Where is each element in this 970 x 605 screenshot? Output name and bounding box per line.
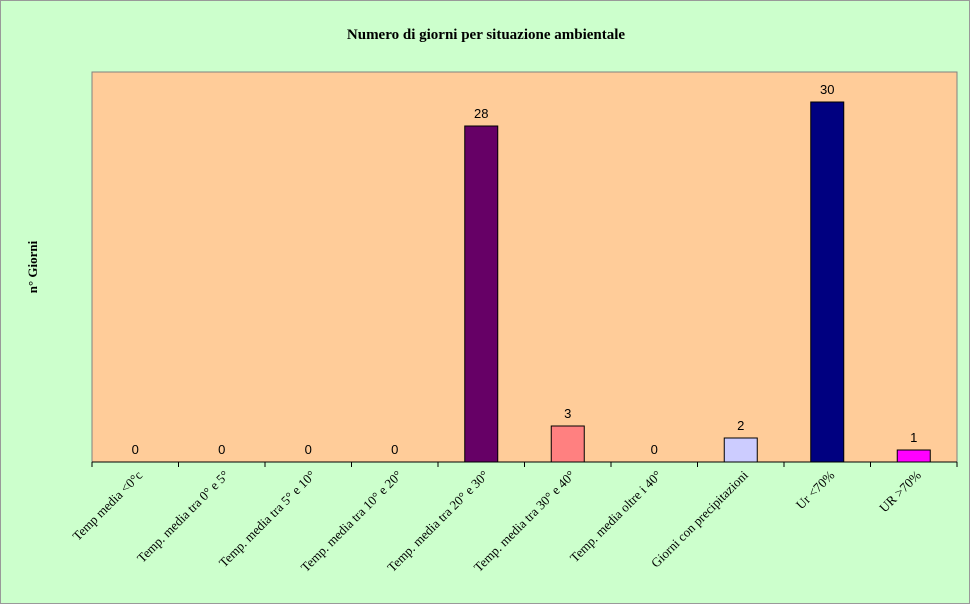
category-label: UR >70%	[876, 467, 924, 515]
data-label: 0	[651, 442, 658, 457]
data-label: 2	[737, 418, 744, 433]
bars-group	[464, 101, 931, 463]
data-label: 28	[474, 106, 488, 121]
data-label: 0	[391, 442, 398, 457]
data-label: 0	[132, 442, 139, 457]
category-label: Temp. media tra 30° e 40°	[471, 468, 578, 575]
bar	[550, 425, 585, 463]
y-axis-label: n° Giorni	[25, 240, 40, 293]
data-label: 0	[305, 442, 312, 457]
bar	[810, 101, 845, 463]
category-label: Ur <70%	[793, 467, 838, 512]
x-ticks-group	[91, 462, 958, 467]
data-label: 3	[564, 406, 571, 421]
data-label: 30	[820, 82, 834, 97]
data-label: 1	[910, 430, 917, 445]
chart-title: Numero di giorni per situazione ambienta…	[347, 27, 626, 43]
bar	[723, 437, 758, 463]
category-label: Temp. media tra 5° e 10°	[216, 468, 319, 571]
category-label: Temp media <0°c	[69, 467, 145, 543]
category-label: Giorni con precipitazioni	[648, 467, 751, 570]
bar	[896, 449, 931, 463]
category-label: Temp. media oltre i 40°	[567, 468, 665, 566]
category-label: Temp. media tra 0° e 5°	[134, 468, 232, 566]
data-label: 0	[218, 442, 225, 457]
bar	[464, 125, 499, 463]
